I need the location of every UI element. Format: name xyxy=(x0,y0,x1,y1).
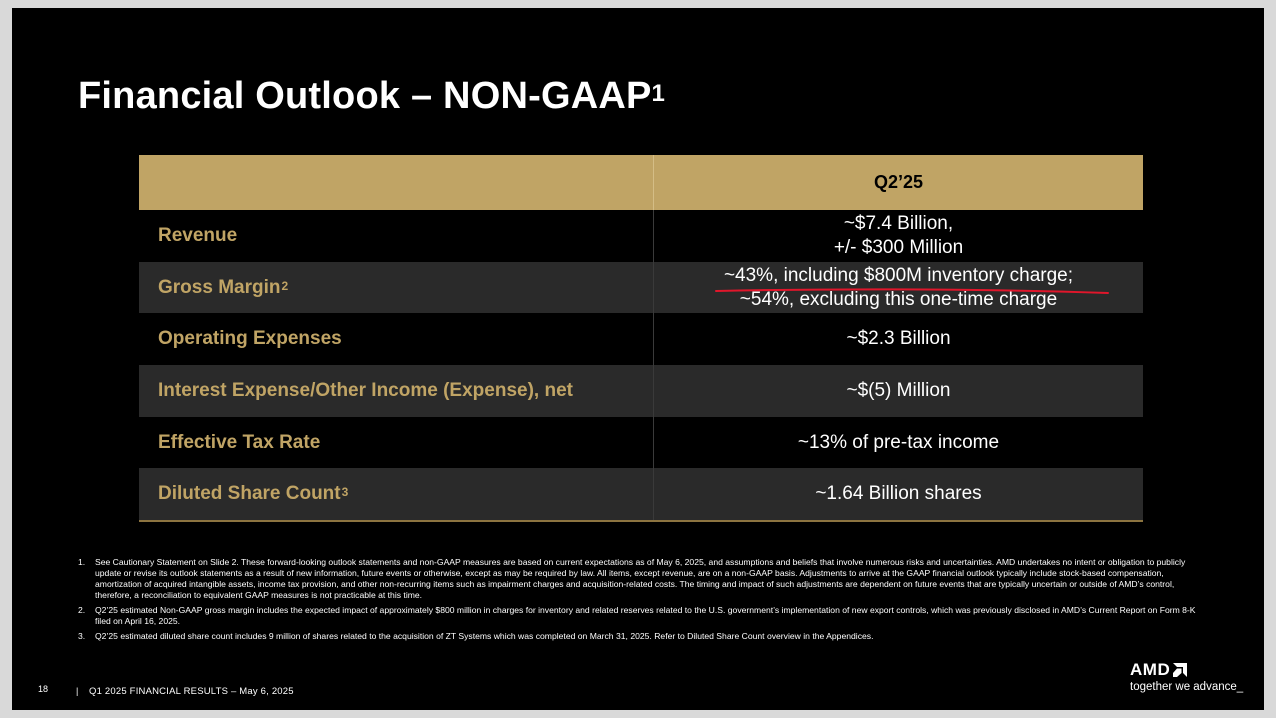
footnote-number: 2. xyxy=(78,605,86,615)
table-bottom-rule xyxy=(139,520,1143,523)
slide: Financial Outlook – NON-GAAP1 Q2’25 Reve… xyxy=(12,8,1264,710)
page-title-text: Financial Outlook – NON-GAAP xyxy=(78,75,652,117)
page-number: 18 xyxy=(38,684,49,694)
table-row-gross-margin: Gross Margin 2 ~43%, including $800M inve… xyxy=(139,261,1143,314)
footnote-number: 1. xyxy=(78,557,86,567)
row-label: Effective Tax Rate xyxy=(139,417,653,469)
row-label-text: Diluted Share Count xyxy=(158,483,341,505)
title-footnote-marker: 1 xyxy=(651,80,666,107)
row-label-text: Revenue xyxy=(158,224,238,246)
footnote-marker: 2 xyxy=(281,278,289,293)
row-label: Diluted Share Count 3 xyxy=(139,468,653,520)
footnote-number: 3. xyxy=(78,631,86,641)
footnote-text: Q2’25 estimated Non-GAAP gross margin in… xyxy=(95,605,1196,626)
logo-brand-text: AMD xyxy=(1130,660,1171,679)
amd-arrow-icon xyxy=(1173,663,1188,677)
header-period: Q2’25 xyxy=(873,172,924,192)
logo-tagline: together we advance_ xyxy=(1130,681,1244,693)
table-row-revenue: Revenue ~$7.4 Billion, +/- $300 Million xyxy=(139,210,1143,262)
page-title: Financial Outlook – NON-GAAP1 xyxy=(78,74,665,118)
footnote-text: See Cautionary Statement on Slide 2. The… xyxy=(95,557,1186,600)
footnote-1: 1. See Cautionary Statement on Slide 2. … xyxy=(78,557,1208,601)
row-label: Interest Expense/Other Income (Expense),… xyxy=(139,365,653,417)
table-row-interest-expense: Interest Expense/Other Income (Expense),… xyxy=(139,365,1143,417)
red-underline-annotation xyxy=(715,288,1109,294)
row-label-text: Effective Tax Rate xyxy=(158,431,321,453)
row-label: Operating Expenses xyxy=(139,313,653,365)
table-row-effective-tax-rate: Effective Tax Rate ~13% of pre-tax incom… xyxy=(139,416,1143,469)
row-value-line: ~$7.4 Billion, xyxy=(843,212,954,234)
footer-separator: | xyxy=(76,686,79,696)
row-value-line: ~$(5) Million xyxy=(846,379,951,401)
row-value: ~$7.4 Billion, +/- $300 Million xyxy=(653,210,1143,262)
row-value: ~$2.3 Billion xyxy=(653,313,1143,366)
row-value: ~1.64 Billion shares xyxy=(653,468,1143,521)
table-row-diluted-share-count: Diluted Share Count 3 ~1.64 Billion share… xyxy=(139,468,1143,521)
row-value: ~$(5) Million xyxy=(653,365,1143,417)
row-label-text: Operating Expenses xyxy=(158,328,342,350)
row-value-line: ~13% of pre-tax income xyxy=(797,431,1000,453)
row-value-line: ~$2.3 Billion xyxy=(846,328,951,350)
table-header: Q2’25 xyxy=(139,155,1143,210)
row-label: Gross Margin 2 xyxy=(139,262,653,314)
row-value-line: +/- $300 Million xyxy=(833,236,964,258)
outlook-table: Q2’25 Revenue ~$7.4 Billion, +/- $300 Mi… xyxy=(139,155,1143,523)
footnotes: 1. See Cautionary Statement on Slide 2. … xyxy=(78,557,1208,646)
row-value: ~13% of pre-tax income xyxy=(653,416,1143,469)
row-value: ~43%, including $800M inventory charge; … xyxy=(653,261,1143,314)
row-value-line: ~43%, including $800M inventory charge; xyxy=(723,264,1074,286)
footnote-2: 2. Q2’25 estimated Non-GAAP gross margin… xyxy=(78,605,1208,627)
footnote-3: 3. Q2’25 estimated diluted share count i… xyxy=(78,631,1208,642)
row-label-text: Gross Margin xyxy=(158,276,281,298)
footer-text: Q1 2025 FINANCIAL RESULTS – May 6, 2025 xyxy=(89,686,294,697)
row-value-line: ~1.64 Billion shares xyxy=(815,483,982,505)
row-label: Revenue xyxy=(139,210,653,262)
table-row-operating-expenses: Operating Expenses ~$2.3 Billion xyxy=(139,313,1143,366)
footnote-marker: 3 xyxy=(341,485,349,500)
header-blank-cell xyxy=(139,155,654,210)
logo-brand: AMD xyxy=(1130,660,1243,680)
footnote-text: Q2’25 estimated diluted share count incl… xyxy=(95,631,874,641)
row-label-text: Interest Expense/Other Income (Expense),… xyxy=(158,379,573,401)
amd-logo: AMD together we advance_ xyxy=(1130,660,1243,693)
row-value-line: ~54%, excluding this one-time charge xyxy=(739,288,1058,310)
